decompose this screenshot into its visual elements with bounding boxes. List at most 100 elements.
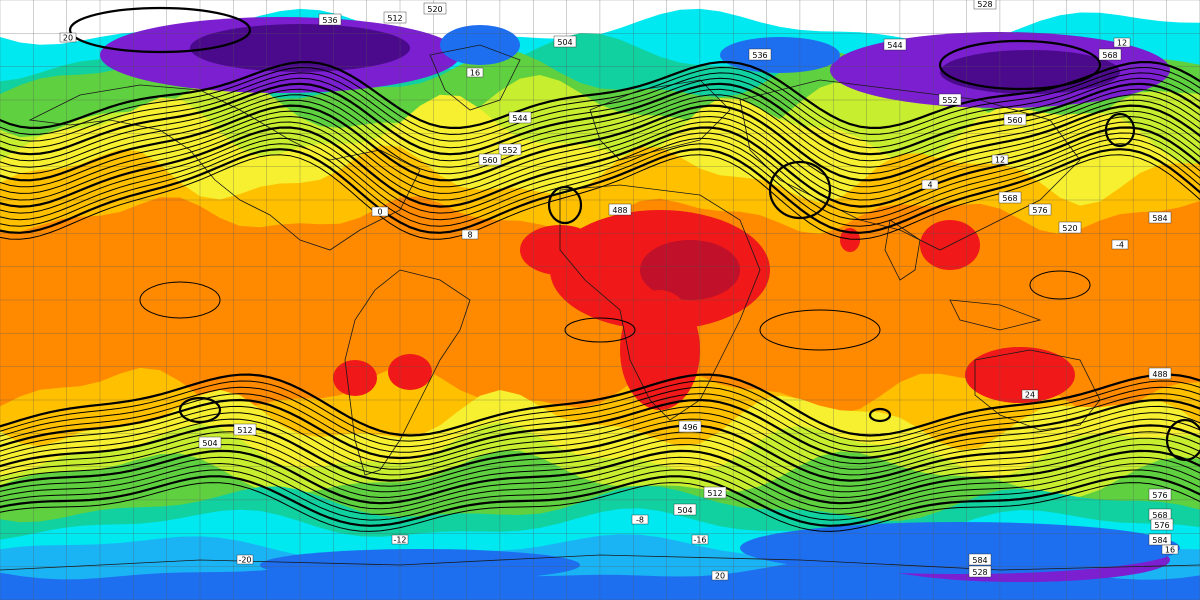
svg-text:504: 504 (202, 439, 217, 448)
temperature-core (740, 522, 1180, 574)
geopotential-contour (0, 469, 1200, 521)
height-contour-label: 584 (1148, 211, 1172, 224)
closed-contour (178, 396, 222, 424)
temperature-core (640, 240, 740, 300)
svg-text:16: 16 (1165, 546, 1175, 555)
contour-labels: 5205125045285365445525605685765844884965… (59, 0, 1179, 581)
height-contour-label: 488 (1148, 367, 1172, 380)
svg-text:4: 4 (927, 181, 932, 190)
temperature-label: 8 (461, 229, 479, 240)
tropical-contour (759, 309, 881, 351)
coastline (28, 84, 421, 251)
geopotential-contour (0, 386, 1200, 448)
height-contour-label: 512 (233, 423, 257, 436)
temperature-label: 16 (466, 67, 484, 78)
temperature-label: 12 (991, 154, 1009, 165)
temperature-label: 12 (1113, 37, 1131, 48)
geopotential-contour (0, 437, 1200, 493)
svg-text:528: 528 (977, 0, 992, 9)
svg-text:552: 552 (942, 96, 957, 105)
height-contour-label: 552 (498, 143, 522, 156)
coastline (739, 79, 1081, 251)
svg-text:576: 576 (1152, 491, 1167, 500)
coastline (0, 554, 1200, 571)
tropical-contour (564, 317, 636, 343)
tropical-contour (139, 281, 221, 319)
svg-text:-20: -20 (238, 556, 251, 565)
temperature-label: -8 (631, 514, 649, 525)
geopotential-contour (0, 72, 1200, 142)
geopotential-contour (0, 424, 1200, 482)
coastline (949, 299, 1042, 331)
svg-text:488: 488 (1152, 370, 1167, 379)
temperature-label: 16 (1161, 544, 1179, 555)
svg-text:512: 512 (387, 14, 402, 23)
svg-text:20: 20 (63, 34, 73, 43)
svg-text:488: 488 (612, 206, 627, 215)
geopotential-contour (0, 104, 1200, 182)
geopotential-contour (0, 143, 1200, 227)
coastlines (0, 44, 1200, 571)
geopotential-contour (0, 444, 1200, 499)
closed-contour (68, 6, 252, 54)
temperature-label: -20 (236, 554, 254, 565)
closed-contour (938, 39, 1102, 91)
temperature-core (720, 37, 840, 73)
height-contour-label: 528 (968, 565, 992, 578)
svg-text:536: 536 (322, 16, 337, 25)
coastline (974, 349, 1101, 431)
svg-text:504: 504 (557, 38, 572, 47)
svg-text:20: 20 (715, 572, 725, 581)
geopotential-contour (0, 380, 1200, 442)
svg-text:544: 544 (512, 114, 527, 123)
geopotential-contour (0, 405, 1200, 465)
svg-text:576: 576 (1032, 206, 1047, 215)
height-contour-label: 504 (198, 436, 222, 449)
svg-text:584: 584 (972, 556, 987, 565)
height-contour-label: 536 (318, 13, 342, 26)
svg-text:512: 512 (707, 489, 722, 498)
closed-contour (1165, 418, 1200, 462)
svg-text:560: 560 (1007, 116, 1022, 125)
svg-text:24: 24 (1025, 391, 1035, 400)
geopotential-contours (0, 6, 1200, 532)
closed-contour (1104, 112, 1136, 148)
height-contour-label: 576 (1028, 203, 1052, 216)
svg-text:584: 584 (1152, 214, 1167, 223)
temperature-label: -12 (391, 534, 409, 545)
geopotential-contour (0, 99, 1200, 175)
geopotential-contour (0, 431, 1200, 487)
temperature-core (333, 360, 377, 396)
temperature-core (260, 549, 580, 581)
closed-contour (547, 185, 583, 225)
temperature-label: 20 (711, 570, 729, 581)
geopotential-contour (0, 132, 1200, 214)
height-contour-label: 544 (883, 38, 907, 51)
svg-text:536: 536 (752, 51, 767, 60)
height-contour-label: 536 (748, 48, 772, 61)
geopotential-contour (0, 475, 1200, 527)
temperature-core (940, 50, 1120, 94)
height-contour-label: 576 (1150, 518, 1174, 531)
temperature-label: 0 (371, 206, 389, 217)
temperature-label: -16 (691, 534, 709, 545)
height-contour-label: 568 (1148, 508, 1172, 521)
svg-text:584: 584 (1152, 536, 1167, 545)
geopotential-contour (0, 449, 1200, 505)
closed-contour (768, 160, 832, 220)
geopotential-contour (0, 418, 1200, 476)
temperature-core (965, 347, 1075, 403)
svg-text:8: 8 (467, 231, 472, 240)
height-contour-label: 544 (508, 111, 532, 124)
height-contour-label: 568 (1098, 48, 1122, 61)
geopotential-contour (0, 77, 1200, 149)
height-contour-label: 528 (973, 0, 997, 10)
geopotential-contour (0, 94, 1200, 168)
geopotential-contour (0, 66, 1200, 136)
geopotential-contour (0, 148, 1200, 234)
svg-text:568: 568 (1152, 511, 1167, 520)
height-contour-label: 552 (938, 93, 962, 106)
svg-text:544: 544 (887, 41, 902, 50)
